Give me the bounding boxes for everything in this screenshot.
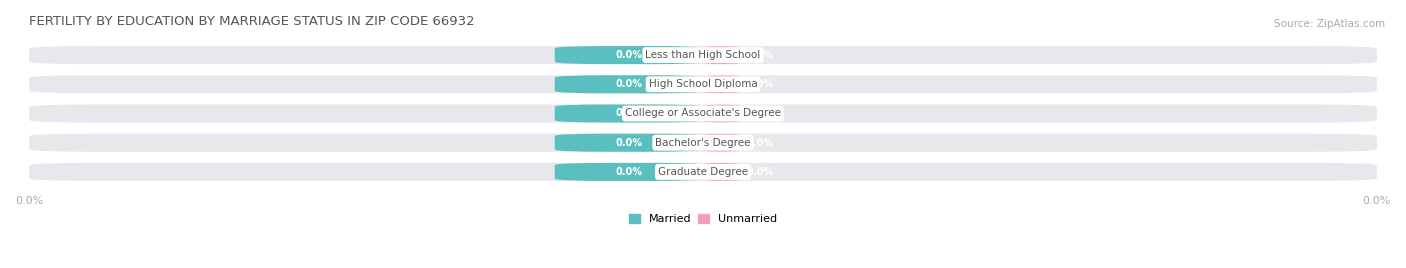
Text: 0.0%: 0.0% [747, 167, 773, 177]
FancyBboxPatch shape [703, 105, 740, 122]
FancyBboxPatch shape [555, 163, 703, 181]
Text: 0.0%: 0.0% [747, 79, 773, 89]
Text: Bachelor's Degree: Bachelor's Degree [655, 138, 751, 148]
Text: College or Associate's Degree: College or Associate's Degree [626, 109, 780, 118]
FancyBboxPatch shape [30, 163, 1376, 181]
FancyBboxPatch shape [30, 134, 1376, 152]
Text: Less than High School: Less than High School [645, 50, 761, 60]
Legend: Married, Unmarried: Married, Unmarried [628, 214, 778, 224]
Text: 0.0%: 0.0% [616, 167, 643, 177]
Text: High School Diploma: High School Diploma [648, 79, 758, 89]
Text: 0.0%: 0.0% [747, 50, 773, 60]
Text: Graduate Degree: Graduate Degree [658, 167, 748, 177]
Text: 0.0%: 0.0% [616, 50, 643, 60]
Text: 0.0%: 0.0% [616, 79, 643, 89]
FancyBboxPatch shape [555, 134, 703, 152]
FancyBboxPatch shape [703, 46, 740, 64]
FancyBboxPatch shape [703, 134, 740, 152]
Text: FERTILITY BY EDUCATION BY MARRIAGE STATUS IN ZIP CODE 66932: FERTILITY BY EDUCATION BY MARRIAGE STATU… [30, 15, 475, 28]
Text: 0.0%: 0.0% [616, 138, 643, 148]
FancyBboxPatch shape [30, 75, 1376, 93]
Text: Source: ZipAtlas.com: Source: ZipAtlas.com [1274, 19, 1385, 29]
Text: 0.0%: 0.0% [747, 138, 773, 148]
Text: 0.0%: 0.0% [616, 109, 643, 118]
FancyBboxPatch shape [555, 105, 703, 122]
FancyBboxPatch shape [555, 75, 703, 93]
FancyBboxPatch shape [703, 163, 740, 181]
FancyBboxPatch shape [30, 46, 1376, 64]
Text: 0.0%: 0.0% [747, 109, 773, 118]
FancyBboxPatch shape [555, 46, 703, 64]
FancyBboxPatch shape [703, 75, 740, 93]
FancyBboxPatch shape [30, 105, 1376, 122]
